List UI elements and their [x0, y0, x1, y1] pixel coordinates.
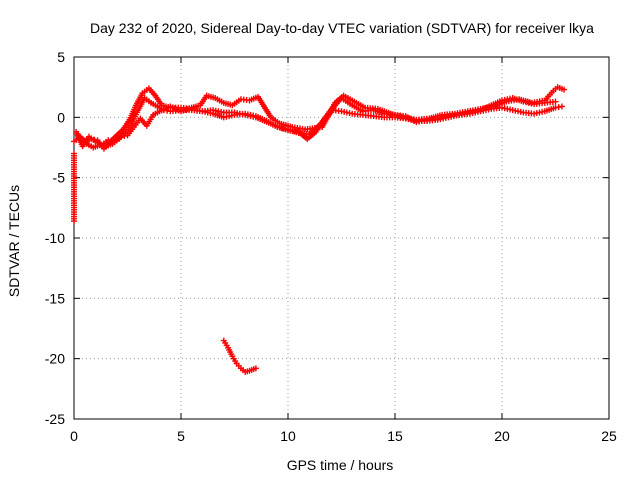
axes — [73, 56, 610, 420]
series-track-c — [73, 84, 568, 150]
data-points — [71, 84, 568, 375]
y-tick-label: -5 — [53, 170, 66, 186]
x-tick-label: 10 — [280, 428, 296, 444]
y-tick-label: 5 — [57, 49, 65, 65]
tick-labels: 0 5 10 15 20 25 5 0 -5 -10 -15 -20 -25 — [45, 49, 617, 444]
data-point — [552, 98, 559, 105]
y-tick-label: 0 — [57, 109, 65, 125]
x-tick-label: 5 — [177, 428, 185, 444]
series-isolated-points — [71, 150, 77, 225]
series-track-b — [75, 85, 559, 152]
x-tick-label: 15 — [387, 428, 403, 444]
y-tick-label: -10 — [45, 230, 65, 246]
x-tick-label: 20 — [494, 428, 510, 444]
y-tick-label: -25 — [45, 411, 65, 427]
x-axis-label: GPS time / hours — [287, 457, 394, 473]
chart-title: Day 232 of 2020, Sidereal Day-to-day VTE… — [90, 20, 594, 36]
data-point — [558, 103, 565, 110]
data-point — [71, 218, 77, 225]
y-axis-label: SDTVAR / TECUs — [6, 185, 22, 297]
series-outlier-track — [220, 337, 259, 375]
data-point — [252, 365, 259, 372]
y-tick-label: -20 — [45, 351, 65, 367]
x-tick-label: 0 — [70, 428, 78, 444]
y-tick-label: -15 — [45, 290, 65, 306]
x-tick-label: 25 — [601, 428, 617, 444]
data-point — [561, 86, 568, 93]
